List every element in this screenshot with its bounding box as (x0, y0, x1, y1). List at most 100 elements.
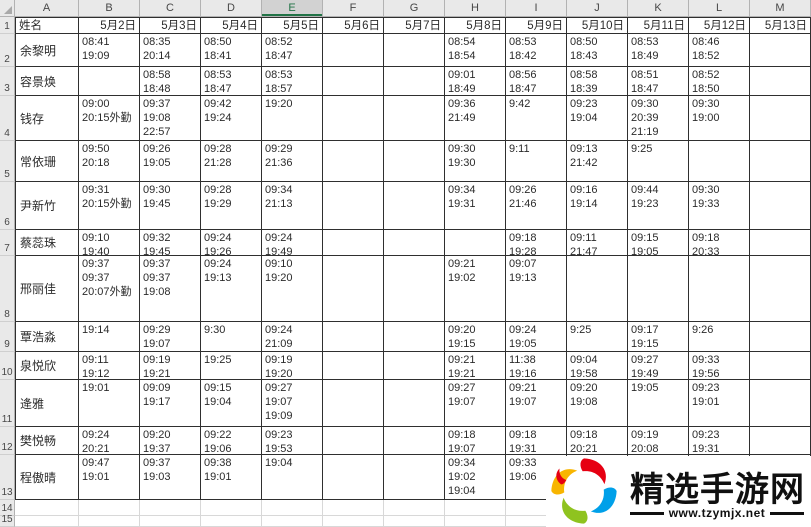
cell-M9[interactable] (750, 322, 811, 352)
cell-J8[interactable] (567, 256, 628, 322)
column-header-G[interactable]: G (384, 0, 445, 17)
cell-A9[interactable]: 覃浩淼 (15, 322, 79, 352)
cell-I2[interactable]: 08:53 18:42 (506, 34, 567, 67)
cell-C7[interactable]: 09:32 19:45 (140, 230, 201, 256)
cell-B8[interactable]: 09:37 09:37 20:07外勤 (79, 256, 140, 322)
cell-G14[interactable] (384, 500, 445, 516)
cell-K3[interactable]: 08:51 18:47 (628, 67, 689, 96)
cell-G7[interactable] (384, 230, 445, 256)
cell-H9[interactable]: 09:20 19:15 (445, 322, 506, 352)
cell-I6[interactable]: 09:26 21:46 (506, 182, 567, 230)
cell-M5[interactable] (750, 141, 811, 182)
cell-A12[interactable]: 樊悦畅 (15, 427, 79, 455)
row-header-1[interactable]: 1 (0, 17, 15, 34)
cell-F7[interactable] (323, 230, 384, 256)
cell-L11[interactable]: 09:23 19:01 (689, 380, 750, 427)
row-header-12[interactable]: 12 (0, 427, 15, 455)
cell-D6[interactable]: 09:28 19:29 (201, 182, 262, 230)
cell-H2[interactable]: 08:54 18:54 (445, 34, 506, 67)
row-header-6[interactable]: 6 (0, 182, 15, 230)
cell-M3[interactable] (750, 67, 811, 96)
cell-A15[interactable] (15, 516, 79, 527)
cell-J7[interactable]: 09:11 21:47 (567, 230, 628, 256)
cell-D11[interactable]: 09:15 19:04 (201, 380, 262, 427)
cell-F11[interactable] (323, 380, 384, 427)
cell-E13[interactable]: 19:04 (262, 455, 323, 500)
cell-C12[interactable]: 09:20 19:37 (140, 427, 201, 455)
cell-A2[interactable]: 余黎明 (15, 34, 79, 67)
cell-L6[interactable]: 09:30 19:33 (689, 182, 750, 230)
cell-H1[interactable]: 5月8日 (445, 17, 506, 34)
column-header-K[interactable]: K (628, 0, 689, 17)
cell-A6[interactable]: 尹新竹 (15, 182, 79, 230)
cell-C9[interactable]: 09:29 19:07 (140, 322, 201, 352)
cell-E4[interactable]: 19:20 (262, 96, 323, 141)
cell-F4[interactable] (323, 96, 384, 141)
cell-C11[interactable]: 09:09 19:17 (140, 380, 201, 427)
cell-M4[interactable] (750, 96, 811, 141)
row-header-3[interactable]: 3 (0, 67, 15, 96)
cell-D15[interactable] (201, 516, 262, 527)
cell-G4[interactable] (384, 96, 445, 141)
cell-L2[interactable]: 08:46 18:52 (689, 34, 750, 67)
cell-E5[interactable]: 09:29 21:36 (262, 141, 323, 182)
cell-J4[interactable]: 09:23 19:04 (567, 96, 628, 141)
cell-I1[interactable]: 5月9日 (506, 17, 567, 34)
cell-I11[interactable]: 09:21 19:07 (506, 380, 567, 427)
cell-C4[interactable]: 09:37 19:08 22:57 (140, 96, 201, 141)
row-header-9[interactable]: 9 (0, 322, 15, 352)
column-header-D[interactable]: D (201, 0, 262, 17)
row-header-14[interactable]: 14 (0, 500, 15, 516)
cell-K1[interactable]: 5月11日 (628, 17, 689, 34)
cell-E12[interactable]: 09:23 19:53 (262, 427, 323, 455)
cell-D4[interactable]: 09:42 19:24 (201, 96, 262, 141)
cell-G15[interactable] (384, 516, 445, 527)
cell-D10[interactable]: 19:25 (201, 352, 262, 380)
column-header-B[interactable]: B (79, 0, 140, 17)
cell-F8[interactable] (323, 256, 384, 322)
cell-L9[interactable]: 9:26 (689, 322, 750, 352)
cell-B9[interactable]: 19:14 (79, 322, 140, 352)
cell-J9[interactable]: 9:25 (567, 322, 628, 352)
cell-B10[interactable]: 09:11 19:12 (79, 352, 140, 380)
cell-A1[interactable]: 姓名 (15, 17, 79, 34)
cell-D2[interactable]: 08:50 18:41 (201, 34, 262, 67)
cell-D3[interactable]: 08:53 18:47 (201, 67, 262, 96)
cell-B5[interactable]: 09:50 20:18 (79, 141, 140, 182)
cell-I12[interactable]: 09:18 19:31 (506, 427, 567, 455)
cell-J11[interactable]: 09:20 19:08 (567, 380, 628, 427)
cell-J2[interactable]: 08:50 18:43 (567, 34, 628, 67)
cell-G12[interactable] (384, 427, 445, 455)
cell-E10[interactable]: 09:19 19:20 (262, 352, 323, 380)
cell-H8[interactable]: 09:21 19:02 (445, 256, 506, 322)
column-header-F[interactable]: F (323, 0, 384, 17)
cell-M2[interactable] (750, 34, 811, 67)
cell-K12[interactable]: 09:19 20:08 (628, 427, 689, 455)
cell-E3[interactable]: 08:53 18:57 (262, 67, 323, 96)
cell-B11[interactable]: 19:01 (79, 380, 140, 427)
cell-B1[interactable]: 5月2日 (79, 17, 140, 34)
cell-A11[interactable]: 逄雅 (15, 380, 79, 427)
cell-L4[interactable]: 09:30 19:00 (689, 96, 750, 141)
cell-I10[interactable]: 11:38 19:16 (506, 352, 567, 380)
cell-A3[interactable]: 容景焕 (15, 67, 79, 96)
cell-D5[interactable]: 09:28 21:28 (201, 141, 262, 182)
cell-B15[interactable] (79, 516, 140, 527)
cell-L12[interactable]: 09:23 19:31 (689, 427, 750, 455)
cell-E7[interactable]: 09:24 19:49 (262, 230, 323, 256)
cell-J10[interactable]: 09:04 19:58 (567, 352, 628, 380)
cell-D1[interactable]: 5月4日 (201, 17, 262, 34)
row-header-10[interactable]: 10 (0, 352, 15, 380)
cell-H11[interactable]: 09:27 19:07 (445, 380, 506, 427)
cell-A5[interactable]: 常依珊 (15, 141, 79, 182)
cell-J1[interactable]: 5月10日 (567, 17, 628, 34)
cell-F3[interactable] (323, 67, 384, 96)
cell-M6[interactable] (750, 182, 811, 230)
cell-E8[interactable]: 09:10 19:20 (262, 256, 323, 322)
cell-F5[interactable] (323, 141, 384, 182)
cell-H14[interactable] (445, 500, 506, 516)
row-header-7[interactable]: 7 (0, 230, 15, 256)
cell-I9[interactable]: 09:24 19:05 (506, 322, 567, 352)
cell-J3[interactable]: 08:58 18:39 (567, 67, 628, 96)
row-header-8[interactable]: 8 (0, 256, 15, 322)
